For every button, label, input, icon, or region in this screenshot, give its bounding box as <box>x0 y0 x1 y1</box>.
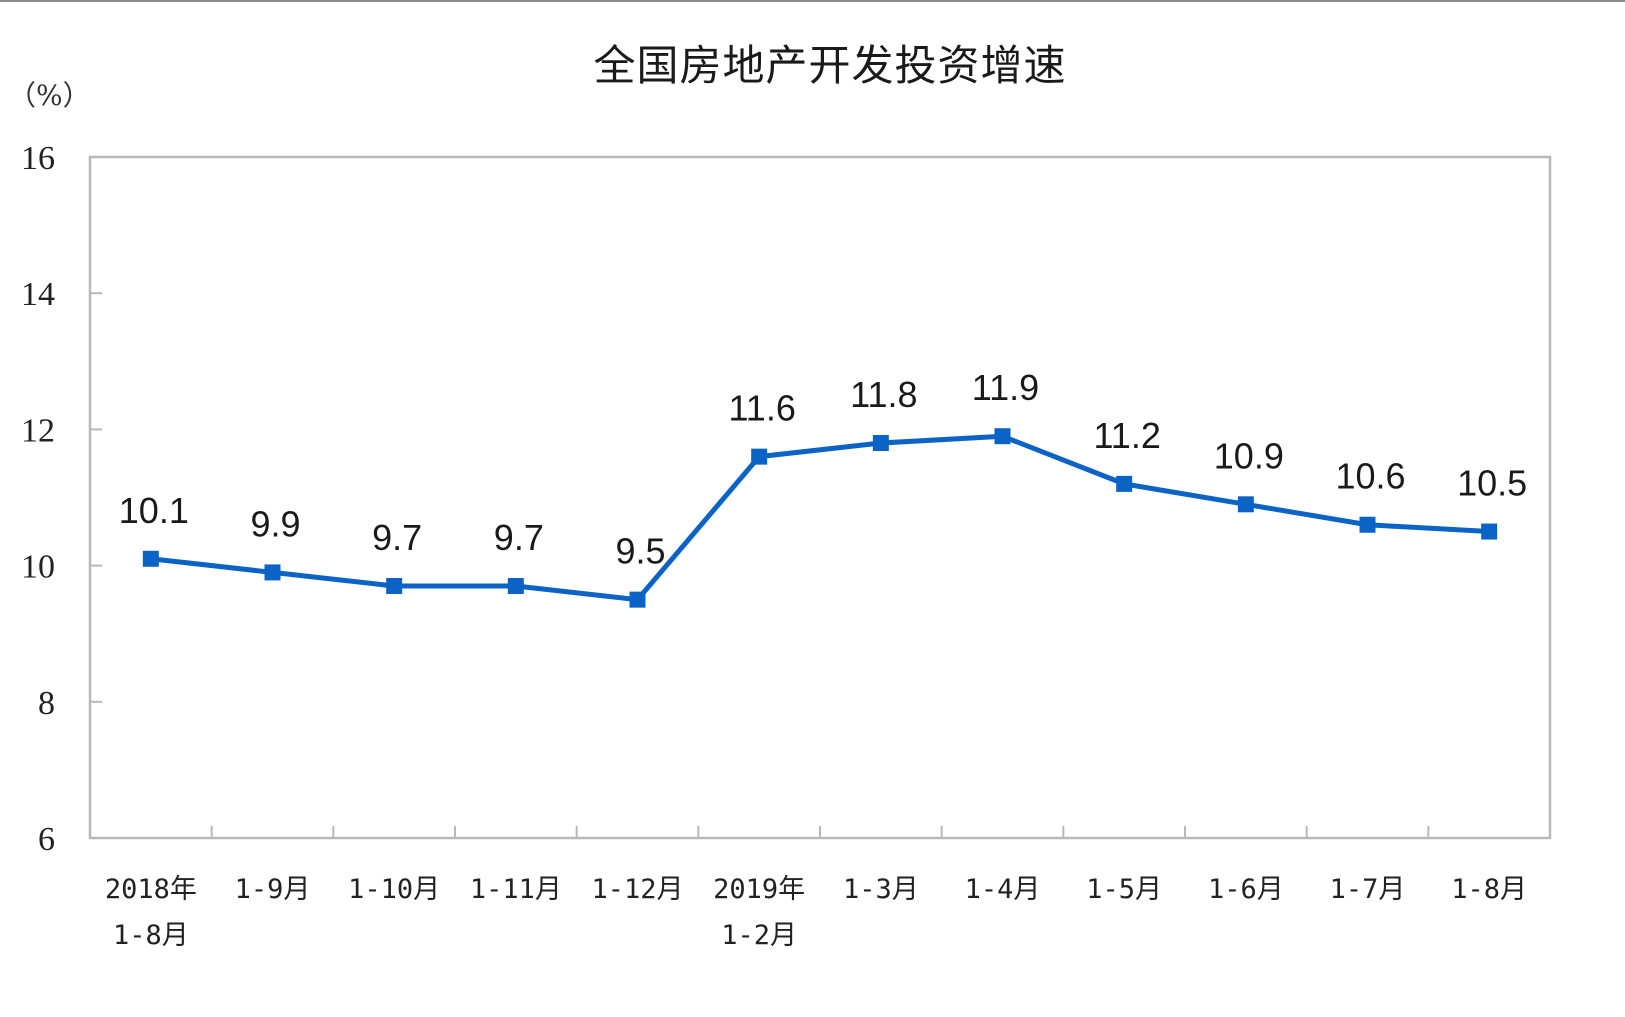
x-tick-label: 1-3月 <box>843 874 919 905</box>
data-point-marker <box>751 448 768 465</box>
data-point-marker <box>629 591 646 608</box>
data-point-marker <box>1116 475 1133 492</box>
data-point-marker <box>507 578 524 595</box>
data-point-marker <box>1481 523 1498 540</box>
data-point-marker <box>872 435 889 452</box>
y-axis: 6 8 10 12 14 16 <box>21 140 102 858</box>
data-point-marker <box>1237 496 1254 513</box>
x-tick-label: 1-4月 <box>965 874 1041 905</box>
data-point-label: 10.1 <box>119 490 189 531</box>
x-axis: 2018年 1-8月 1-9月 1-10月 1-11月 1-12月 2019年 1-2月 1-3… <box>105 826 1527 951</box>
data-series <box>142 428 1498 608</box>
top-border <box>0 0 1625 2</box>
y-axis-unit-label: （%） <box>8 79 91 112</box>
data-labels: 10.1 9.9 9.7 9.7 9.5 11.6 11.8 11.9 11.2 10.9 10.6… <box>119 367 1527 571</box>
y-tick-label: 16 <box>21 140 55 177</box>
data-point-marker <box>1359 516 1376 533</box>
x-tick-label: 1-2月 <box>721 920 797 951</box>
x-tick-label: 1-9月 <box>235 874 311 905</box>
chart-title: 全国房地产开发投资增速 <box>593 41 1067 90</box>
x-tick-label: 1-7月 <box>1330 874 1406 905</box>
data-point-label: 9.9 <box>250 503 300 544</box>
data-point-marker <box>994 428 1011 445</box>
data-point-label: 10.5 <box>1457 463 1527 504</box>
x-tick-label: 1-5月 <box>1086 874 1162 905</box>
data-point-label: 11.6 <box>728 388 795 429</box>
x-tick-label: 1-6月 <box>1208 874 1284 905</box>
x-tick-label: 2019年 <box>713 874 805 905</box>
data-point-label: 10.6 <box>1335 456 1405 497</box>
data-point-label: 9.7 <box>494 517 544 558</box>
x-tick-label: 1-10月 <box>348 874 440 905</box>
x-tick-label: 2018年 <box>105 874 197 905</box>
data-point-label: 11.2 <box>1093 415 1160 456</box>
data-point-marker <box>386 578 403 595</box>
data-point-label: 11.9 <box>972 367 1039 408</box>
plot-border <box>88 155 1552 840</box>
data-point-label: 9.7 <box>372 517 422 558</box>
x-tick-label: 1-8月 <box>113 920 189 951</box>
y-tick-label: 8 <box>38 685 55 722</box>
y-tick-label: 14 <box>21 276 55 313</box>
series-line <box>150 433 1490 603</box>
x-tick-label: 1-11月 <box>470 874 562 905</box>
data-point-label: 10.9 <box>1214 435 1284 476</box>
x-tick-label: 1-8月 <box>1451 874 1527 905</box>
data-point-label: 11.8 <box>850 374 917 415</box>
y-tick-label: 12 <box>21 412 55 449</box>
plot-area <box>88 155 1552 840</box>
y-tick-label: 10 <box>21 549 55 586</box>
data-point-marker <box>264 564 281 581</box>
x-tick-label: 1-12月 <box>591 874 683 905</box>
y-tick-label: 6 <box>38 821 55 858</box>
data-point-marker <box>142 550 159 567</box>
data-point-label: 9.5 <box>615 531 665 572</box>
